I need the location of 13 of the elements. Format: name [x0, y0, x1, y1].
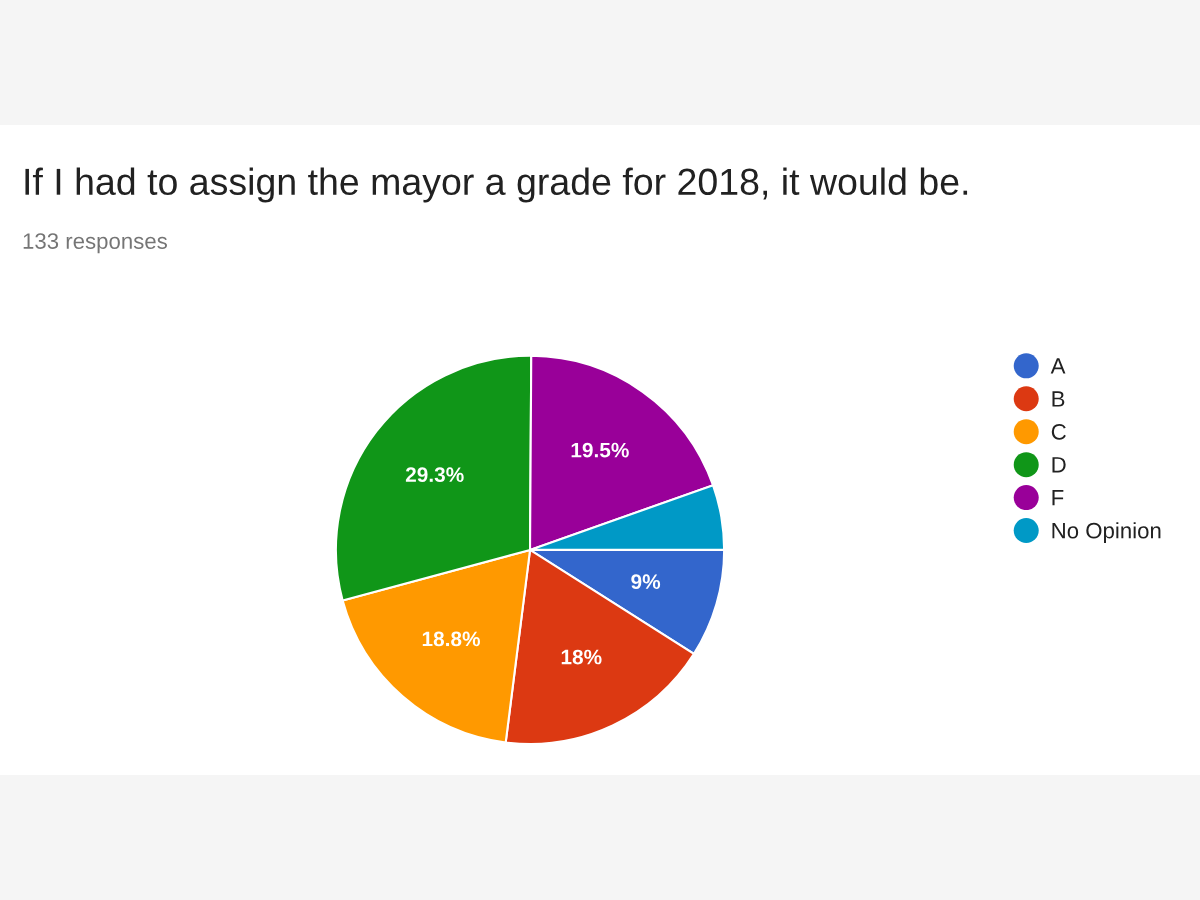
data-label: 19.5% — [571, 442, 629, 458]
legend-label: C — [1051, 423, 1066, 440]
data-label: 18% — [561, 649, 602, 665]
legend-label: D — [1052, 457, 1066, 473]
chart-title: If I had to assign the mayor a grade for 2018, it would be. — [25, 167, 968, 203]
data-label: 18.8% — [422, 631, 481, 647]
data-label: 9% — [631, 574, 661, 590]
legend-label: No Opinion — [1052, 522, 1161, 543]
legend-label: B — [1052, 391, 1065, 407]
text: 133 responses — [23, 233, 167, 254]
legend-label: A — [1050, 358, 1066, 374]
legend-label: F — [1052, 490, 1064, 506]
data-label: 29.3% — [405, 467, 464, 483]
